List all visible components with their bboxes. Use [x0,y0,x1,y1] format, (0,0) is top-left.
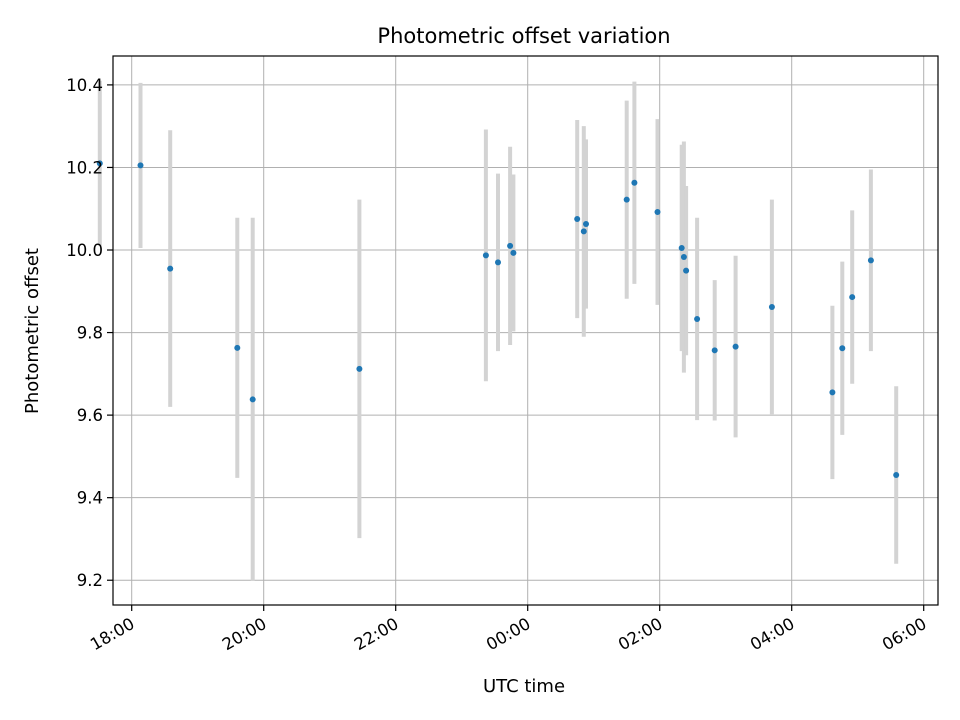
data-point [137,162,144,169]
x-tick-label: 06:00 [879,614,930,654]
data-points [96,160,900,478]
data-point [683,267,690,274]
data-point [694,315,701,322]
data-point [768,303,775,310]
data-point [680,254,687,261]
data-point [96,160,103,167]
data-point [849,294,856,301]
y-tick-label: 9.4 [77,489,103,508]
data-point [507,242,514,249]
data-point [654,209,661,216]
y-tick-label: 9.6 [77,406,103,425]
data-point [631,179,638,186]
data-point [356,365,363,372]
data-point [580,228,587,235]
y-tick-label: 10.0 [66,241,103,260]
error-bars [97,80,899,582]
data-point [678,244,685,251]
data-point [732,343,739,350]
x-tick-label: 00:00 [483,614,534,654]
x-axis-ticks: 18:00 20:00 22:00 00:00 02:00 04:00 06:00 [87,605,930,654]
data-point [495,259,501,266]
data-point [510,249,517,256]
data-point [167,265,174,272]
x-tick-label: 18:00 [87,614,138,654]
y-tick-label: 9.8 [77,324,103,343]
data-point [234,344,241,351]
grid [113,56,938,605]
data-point [893,471,900,478]
chart-title: Photometric offset variation [377,24,670,48]
data-point [839,345,846,352]
x-tick-label: 20:00 [219,614,270,654]
x-tick-label: 04:00 [747,614,798,654]
data-point [249,396,256,403]
data-point [829,389,836,396]
plot-frame [112,55,939,606]
data-point [867,257,874,264]
x-axis-label: UTC time [483,676,565,697]
data-point [711,347,718,354]
y-tick-label: 10.4 [66,76,103,95]
data-point [574,216,581,223]
x-tick-label: 22:00 [351,614,402,654]
y-tick-label: 9.2 [77,571,103,590]
data-point [583,221,589,228]
y-axis-ticks: 9.2 9.4 9.6 9.8 10.0 10.2 10.4 [66,76,113,590]
y-axis-label: Photometric offset [22,248,43,414]
y-tick-label: 10.2 [66,158,103,177]
data-point [482,252,489,259]
data-point [623,196,630,203]
x-tick-label: 02:00 [615,614,666,654]
